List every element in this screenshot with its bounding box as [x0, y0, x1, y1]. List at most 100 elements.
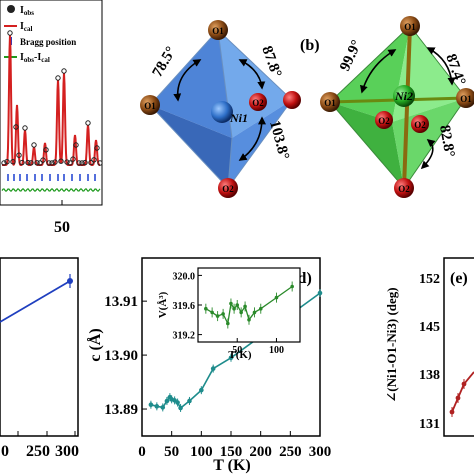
- obs-point: [22, 125, 28, 131]
- c-point: [160, 405, 166, 410]
- ni1-label: Ni1: [229, 111, 248, 125]
- ni2-angle-3: 82.8°: [436, 124, 457, 159]
- ni2-o1-top-label: O1: [404, 22, 416, 32]
- panel-d-inset-xlabel: T(K): [228, 349, 252, 361]
- obs-point: [34, 160, 40, 166]
- obs-point: [46, 160, 52, 166]
- ni1-o1-top: [208, 20, 228, 40]
- v-x-tick-label: 100: [269, 345, 284, 356]
- panel-d-inset-axes: 50 100 319.2 319.6 320.0: [173, 271, 284, 356]
- ni2-o2-bottom-label: O2: [398, 184, 410, 194]
- obs-point: [73, 142, 79, 148]
- ni2-bond-vertical: [402, 25, 412, 189]
- obs-point: [1, 160, 7, 166]
- angle-line: [451, 371, 474, 413]
- obs-point: [10, 159, 16, 165]
- obs-point: [85, 120, 91, 126]
- ni2-o2-left-label: O2: [378, 116, 390, 126]
- v-point: [274, 295, 279, 300]
- c-point: [148, 402, 154, 408]
- obs-point: [49, 160, 55, 166]
- v-point: [215, 314, 220, 318]
- ni2-angle-1: 99.9°: [337, 38, 365, 74]
- obs-point: [82, 159, 88, 166]
- obs-point: [52, 159, 58, 165]
- v-y-tick-label: 320.0: [173, 271, 196, 282]
- ni2-o1-right-label: O1: [460, 94, 472, 104]
- c-x-tick-label: 100: [190, 444, 213, 460]
- c-y-tick-label: 13.91: [104, 294, 138, 310]
- ni1-o1-left-label: O1: [144, 101, 156, 111]
- c-y-tick-label: 13.89: [104, 402, 138, 418]
- ni2-o2-right-label: O2: [414, 120, 426, 130]
- panel-e-frame: [443, 257, 474, 437]
- ni2-o2-right: [411, 115, 429, 133]
- obs-point: [31, 142, 37, 148]
- obs-point: [67, 160, 73, 166]
- v-point: [221, 312, 225, 316]
- obs-point: [70, 156, 76, 162]
- panel-d-xlabel: T (K): [213, 457, 250, 474]
- ni2-angle-arc-3: [420, 138, 436, 170]
- ni2-label: Ni2: [394, 89, 413, 103]
- panel-d-inset-ylabel: V(Å³): [157, 291, 169, 318]
- ni2-atom: [393, 85, 415, 107]
- obs-point: [76, 160, 82, 166]
- ni2-angle-arc-1: [359, 49, 397, 94]
- legend-obs: Iobs: [20, 5, 34, 17]
- panel-c-line: [0, 280, 71, 323]
- panel-c-x-tick-0: 0: [1, 443, 9, 460]
- ni1-o2-right: [283, 91, 301, 109]
- v-point: [226, 321, 230, 326]
- obs-point: [25, 159, 31, 166]
- panel-b-label: (b): [300, 37, 320, 54]
- panel-e-y-tick-152: 152: [419, 272, 440, 287]
- obs-point: [37, 160, 43, 166]
- ni2-o2-bottom: [394, 178, 414, 198]
- obs-point: [61, 68, 67, 74]
- v-point: [204, 306, 208, 311]
- obs-point: [43, 147, 49, 153]
- ni1-o2-mid-label: O2: [252, 98, 264, 108]
- c-point: [178, 405, 183, 411]
- obs-point: [13, 124, 19, 130]
- c-x-tick-label: 150: [220, 444, 243, 460]
- legend-diff: Iobs-Ical: [20, 52, 50, 64]
- c-point: [228, 355, 234, 361]
- ni2-o1-left: [320, 92, 340, 112]
- v-y-tick-label: 319.2: [173, 331, 196, 342]
- panel-b: (b) Ni1 O1 O1 O2 O2 7: [140, 16, 474, 198]
- diff-curve: [1, 188, 101, 192]
- ni1-o1-left: [140, 95, 160, 115]
- panel-a-frame: [0, 0, 103, 206]
- panel-e-y-tick-138: 138: [419, 368, 440, 383]
- ni2-angle-arc-2: [426, 47, 456, 86]
- obs-point: [79, 160, 85, 166]
- c-point: [199, 387, 204, 393]
- obs-point: [4, 159, 10, 165]
- c-y-tick-label: 13.90: [104, 348, 138, 364]
- obs-point: [97, 160, 103, 166]
- v-point: [290, 284, 294, 289]
- panel-d-inset-plot: [204, 281, 294, 329]
- panel-a: Iobs Ical Bragg position Iobs-Ical 50: [0, 0, 103, 236]
- c-point: [164, 398, 170, 404]
- panel-a-legend: Iobs Ical Bragg position Iobs-Ical: [4, 5, 76, 64]
- c-x-tick-label: 50: [164, 444, 179, 460]
- panel-d-ylabel: c (Å): [86, 328, 104, 361]
- ni1-atom: [211, 101, 233, 123]
- panel-d-plot: [148, 289, 323, 412]
- ni1-octahedron: Ni1 O1 O1 O2 O2 78.5° 87.8° 103.8°: [140, 20, 301, 198]
- angle-point: [455, 395, 461, 401]
- v-point: [258, 306, 263, 311]
- v-point: [243, 304, 247, 309]
- c-x-tick-label: 250: [279, 444, 302, 460]
- c-x-tick-label: 0: [138, 444, 146, 460]
- obs-point: [19, 159, 25, 166]
- ni1-angle-arc-1: [173, 59, 202, 102]
- obs-point: [64, 159, 70, 165]
- panel-e-label: (e): [450, 270, 468, 287]
- panel-c-x-tick-300: 300: [55, 443, 79, 460]
- panel-d-inset-frame: [197, 267, 301, 343]
